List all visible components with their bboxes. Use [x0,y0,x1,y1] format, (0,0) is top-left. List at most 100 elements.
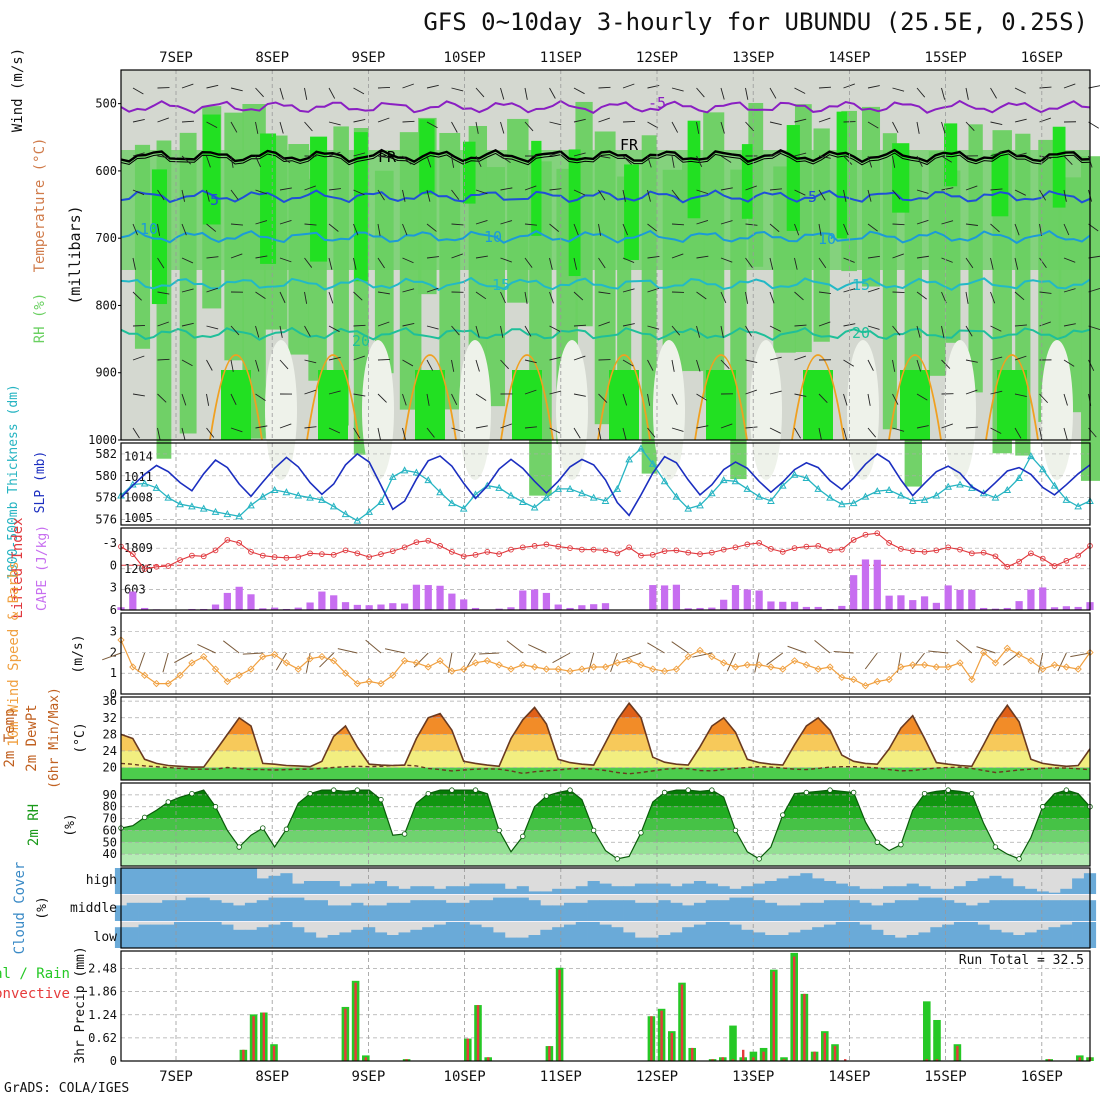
wind-barb [255,393,266,401]
wind-barb [426,121,438,129]
cloud-cover-bar [528,900,541,921]
wind-barb [647,155,652,168]
cloud-cover-bar [835,922,848,948]
lifted-index-point [236,540,243,546]
cape-bar [341,602,350,610]
lifted-index-point [496,551,502,557]
wind-barb [818,427,822,440]
lifted-index-point [590,546,597,553]
cloud-cover-bar [398,932,411,948]
pressure-axis-label: (millibars) [66,205,84,304]
thickness-point [176,500,184,508]
wind-barb [622,427,627,440]
temp-tick-label: 20 [103,761,117,775]
precip-convective-bar [711,1059,714,1061]
rh-bright-column [741,144,753,219]
cape-bar [873,559,881,610]
cloud-cover-bar [540,891,553,894]
wind-barb [1063,83,1076,89]
surface-wind-barb [552,652,571,664]
precip-total-legend: Total / Rain [0,966,70,982]
cloud-cover-bar [658,935,671,948]
lifted-index-point [1016,558,1022,565]
lifted-index-point [449,549,455,555]
cloud-cover-bar [682,927,695,948]
wind-barb [794,393,807,397]
cape-bar [306,602,314,610]
surface-wind-barb [365,639,382,654]
cloud-cover-bar [209,922,222,948]
wind-barb [1014,324,1027,327]
lifted-index-point [555,543,562,550]
wind-barb [451,427,464,433]
cloud-cover-bar [445,902,458,921]
thickness-point [873,487,882,495]
wind-speed-point [826,663,834,671]
wind-speed-point [814,665,822,673]
contour-label: FR [378,148,397,166]
thickness-point [589,493,598,501]
cloud-cover-bar [209,900,222,921]
wind-barb [696,219,709,225]
lifted-index-point [200,553,207,560]
rh-bright-column [310,136,328,262]
wind-barb [720,121,725,134]
lifted-index-point [933,547,940,554]
wind-barb [353,118,366,123]
cape-bar [519,590,527,610]
wind-barb [475,325,480,338]
surface-wind-barb [319,652,335,668]
chart-title: GFS 0~10day 3-hourly for UBUNDU (25.5E, … [423,8,1088,36]
precip-convective-bar [476,1005,480,1061]
wind-barb [132,355,145,361]
cloud-cover-bar [1024,900,1038,921]
wind-barb [255,359,260,372]
wind-barb [916,359,922,372]
thickness-point [459,504,468,512]
wind-barb [647,427,656,438]
wind-barb [500,220,513,225]
cloud-cover-bar [859,924,872,948]
wind-barb [622,323,635,327]
cloud-cover-bar [516,886,529,894]
wind-barb [892,427,905,432]
cloud-cover-bar [528,935,541,948]
cloud-cover-bar [835,883,848,894]
contour-label: 20 [352,332,370,350]
cloud-cover-bar [138,902,151,921]
rh-point [189,790,195,797]
wind-barb [500,257,512,263]
surface-wind-barb [174,652,193,663]
date-label-bottom: 9SEP [352,1069,386,1085]
cloud-cover-bar [894,937,908,948]
thickness-point [270,485,279,494]
wind-barb [500,423,512,429]
wind-barb [916,425,929,429]
wind-barb [1014,152,1027,157]
temp-band [121,767,1090,780]
cloud-cover-bar [953,922,967,948]
wind-barb [230,325,240,336]
cloud-cover-bar [823,924,837,948]
wind-speed-point [412,659,421,667]
wind-speed-point [672,665,681,673]
wind-barb [794,291,804,301]
cloud-cover-bar [883,886,896,894]
lifted-index-tick-label: 3 [110,581,117,595]
date-label-bottom: 8SEP [255,1069,289,1085]
wind-barb [916,87,926,98]
wind-barb [794,355,806,361]
cloud-cover-bar [646,937,659,948]
wind-legend-label: Wind (m/s) [10,48,26,132]
precip-convective-bar [813,1051,816,1061]
precip-convective-bar [782,1059,786,1061]
lifted-index-point [366,554,373,560]
thickness-axis-label: 1000-500mb Thickness (dm) [6,384,21,580]
rh-unit-label: (%) [63,813,78,836]
precip-convective-bar [670,1033,673,1061]
cape-bar [141,607,149,610]
cloud-cover-bar [386,935,399,948]
wind-barb [745,185,757,191]
wind-barb [304,389,317,395]
wind-barb [794,257,798,270]
